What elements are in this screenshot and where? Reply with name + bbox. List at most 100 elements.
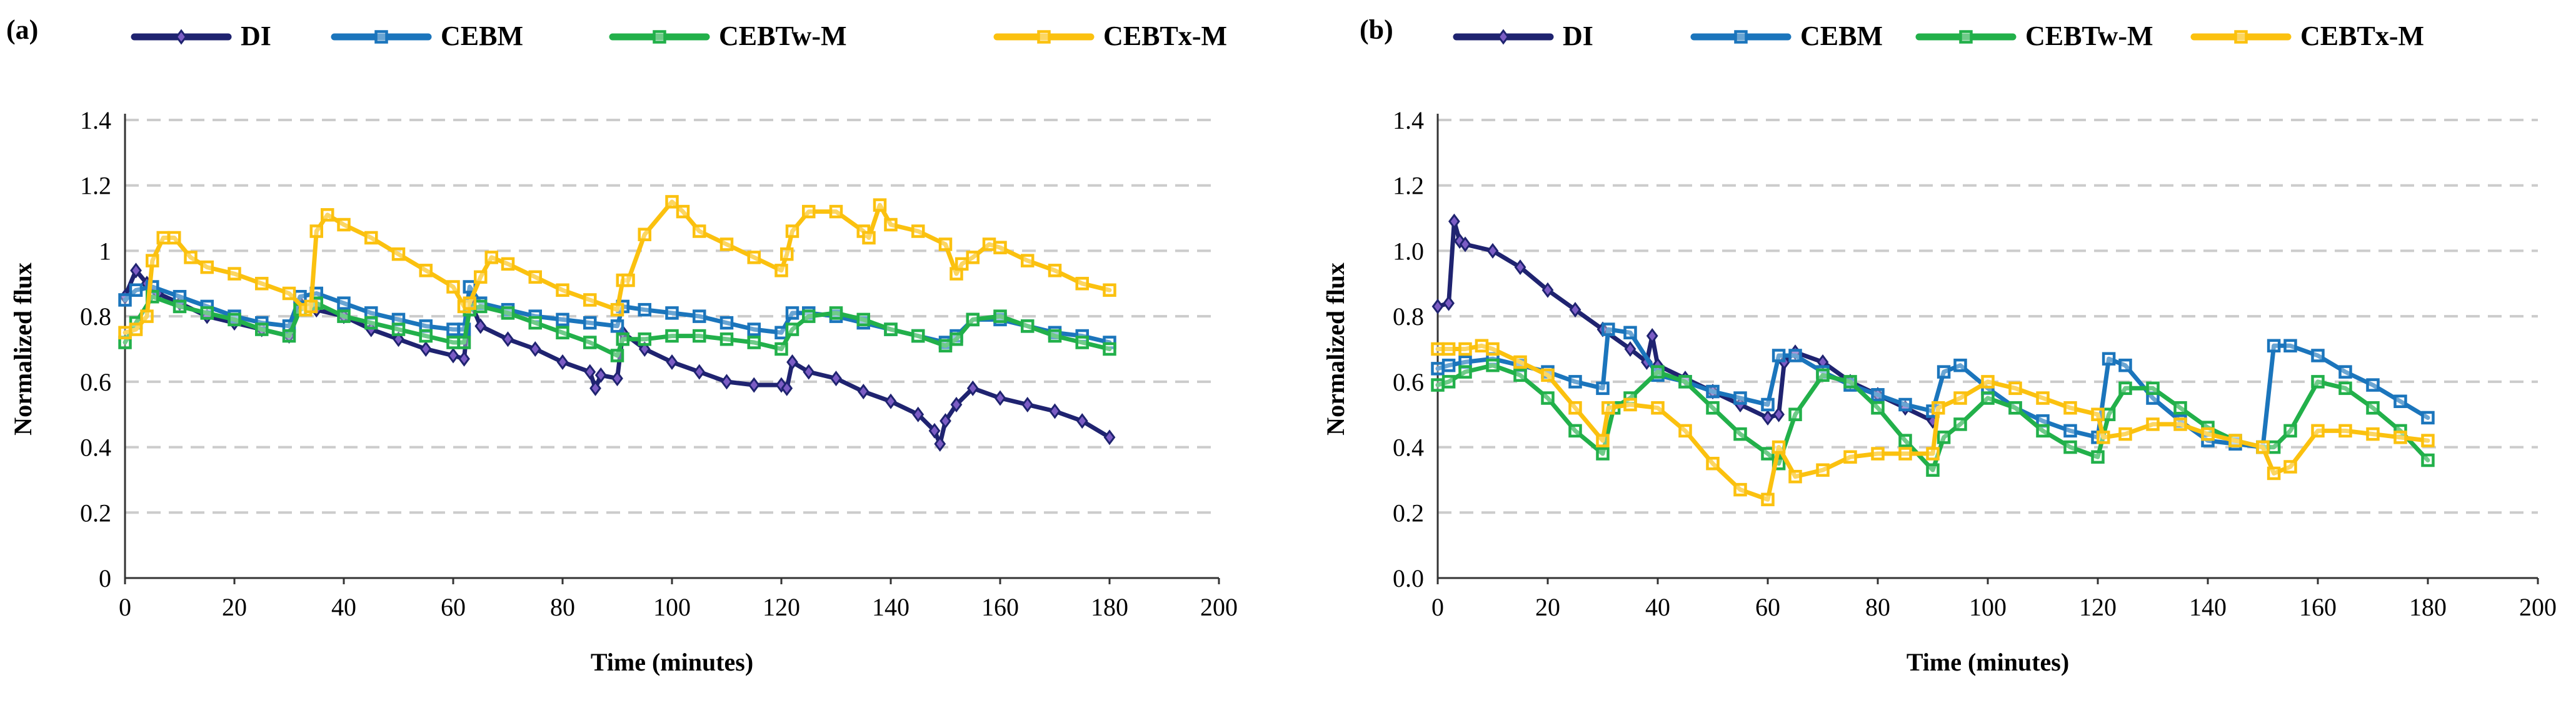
data-point-di <box>748 377 760 393</box>
data-point-cebtw-m <box>1788 407 1802 421</box>
data-point-cebm <box>1772 349 1786 362</box>
data-point-cebm <box>2338 365 2352 379</box>
data-point-cebtx-m <box>1021 254 1035 267</box>
data-point-cebtx-m <box>1843 450 1857 464</box>
legend-label-cebtx-m: CEBTx-M <box>1103 21 1227 51</box>
data-point-di <box>1486 242 1499 259</box>
data-point-cebtw-m <box>1075 336 1089 349</box>
data-point-cebtx-m <box>200 260 214 274</box>
y-tick-label: 1.0 <box>1393 237 1424 265</box>
data-point-di <box>966 380 979 396</box>
data-point-cebtx-m <box>955 257 969 271</box>
legend-marker-cebm <box>1734 30 1748 44</box>
data-point-cebtx-m <box>1541 368 1555 382</box>
legend-item-cebtx-m: CEBTx-M <box>993 21 1227 51</box>
data-point-di <box>1049 403 1061 419</box>
data-point-cebtx-m <box>1932 401 1945 415</box>
data-point-cebtx-m <box>1568 401 1582 415</box>
data-point-cebtx-m <box>747 251 761 264</box>
legend-label-cebm: CEBM <box>441 21 523 51</box>
data-point-cebm <box>2311 349 2325 362</box>
data-point-cebtw-m <box>785 322 799 336</box>
data-point-cebtx-m <box>621 273 635 287</box>
y-tick-label: 1.4 <box>1393 106 1424 134</box>
data-point-cebtx-m <box>1926 447 1940 461</box>
legend-label-di: DI <box>241 21 271 51</box>
data-point-cebtx-m <box>1513 355 1527 369</box>
data-point-cebtx-m <box>1953 391 1967 405</box>
data-point-cebm <box>1733 391 1747 405</box>
data-point-cebtx-m <box>2393 431 2407 444</box>
data-point-cebtw-m <box>1761 447 1775 461</box>
data-point-cebtw-m <box>2063 440 2077 454</box>
data-point-cebtw-m <box>1513 368 1527 382</box>
legend-item-cebtx-m: CEBTx-M <box>2190 21 2424 51</box>
data-point-cebtw-m <box>1678 375 1692 389</box>
y-tick-label: 1.2 <box>1393 172 1424 200</box>
data-point-cebtw-m <box>228 312 241 327</box>
x-tick-label: 120 <box>2079 593 2117 621</box>
data-point-di <box>447 347 459 364</box>
data-point-cebtx-m <box>1458 342 1472 356</box>
data-point-cebtx-m <box>118 326 132 340</box>
data-point-di <box>1459 236 1471 252</box>
data-point-cebm <box>2118 358 2132 372</box>
y-tick-label: 0.4 <box>80 434 111 462</box>
y-tick-label: 0.8 <box>80 302 111 331</box>
data-point-cebtx-m <box>1871 447 1885 461</box>
data-point-cebtw-m <box>1898 434 1912 447</box>
data-point-cebtw-m <box>1981 391 1995 405</box>
data-point-cebtw-m <box>1596 447 1610 461</box>
data-point-di <box>474 318 487 334</box>
legend-label-cebtx-m: CEBTx-M <box>2300 21 2424 51</box>
data-point-di <box>1541 282 1554 298</box>
data-point-cebtx-m <box>665 195 679 209</box>
data-point-cebtx-m <box>774 264 788 277</box>
legend-marker-cebtx-m <box>1037 30 1051 44</box>
data-point-di <box>529 341 541 357</box>
data-point-di <box>1624 341 1636 357</box>
data-point-cebtx-m <box>184 251 198 264</box>
x-tick-label: 180 <box>2409 593 2447 621</box>
data-point-di <box>1076 413 1088 429</box>
data-point-cebm <box>785 306 799 320</box>
data-point-cebtx-m <box>1103 283 1116 297</box>
data-point-cebm <box>1788 349 1802 362</box>
data-point-di <box>1514 259 1526 276</box>
data-point-cebtx-m <box>884 217 898 232</box>
data-point-cebtx-m <box>1486 342 1500 356</box>
data-point-cebtx-m <box>168 231 181 245</box>
data-point-cebtx-m <box>337 217 351 232</box>
legend-label-cebtw-m: CEBTw-M <box>719 21 847 51</box>
data-point-cebtw-m <box>200 306 214 320</box>
y-tick-label: 0.4 <box>1393 434 1424 462</box>
data-point-cebtw-m <box>2366 401 2380 415</box>
data-point-cebtx-m <box>228 267 241 281</box>
data-point-cebtw-m <box>364 316 378 330</box>
series-cebm <box>1431 322 2435 454</box>
legend-marker-cebtw-m <box>653 30 666 44</box>
data-point-di <box>1773 406 1785 422</box>
data-point-cebtx-m <box>528 270 542 284</box>
data-point-cebtx-m <box>1898 447 1912 461</box>
data-point-cebtx-m <box>982 237 996 251</box>
x-tick-label: 180 <box>1091 593 1128 621</box>
data-point-cebtw-m <box>1103 342 1116 356</box>
x-tick-label: 160 <box>2299 593 2337 621</box>
data-point-cebtw-m <box>719 332 734 346</box>
data-point-cebtx-m <box>484 251 498 264</box>
data-point-di <box>502 331 514 347</box>
data-point-cebm <box>2063 424 2077 438</box>
legend-label-di: DI <box>1563 21 1593 51</box>
data-point-cebm <box>638 302 651 317</box>
legend-marker-cebm <box>374 30 388 44</box>
data-point-cebtx-m <box>1601 401 1615 415</box>
legend-item-di: DI <box>1453 21 1593 51</box>
data-point-di <box>611 371 623 387</box>
data-point-cebtx-m <box>1816 463 1830 477</box>
data-point-cebm <box>719 316 734 330</box>
data-point-cebtw-m <box>1431 378 1445 392</box>
data-point-cebtx-m <box>1761 492 1775 507</box>
data-point-cebtx-m <box>638 227 651 241</box>
data-point-di <box>1021 397 1034 413</box>
